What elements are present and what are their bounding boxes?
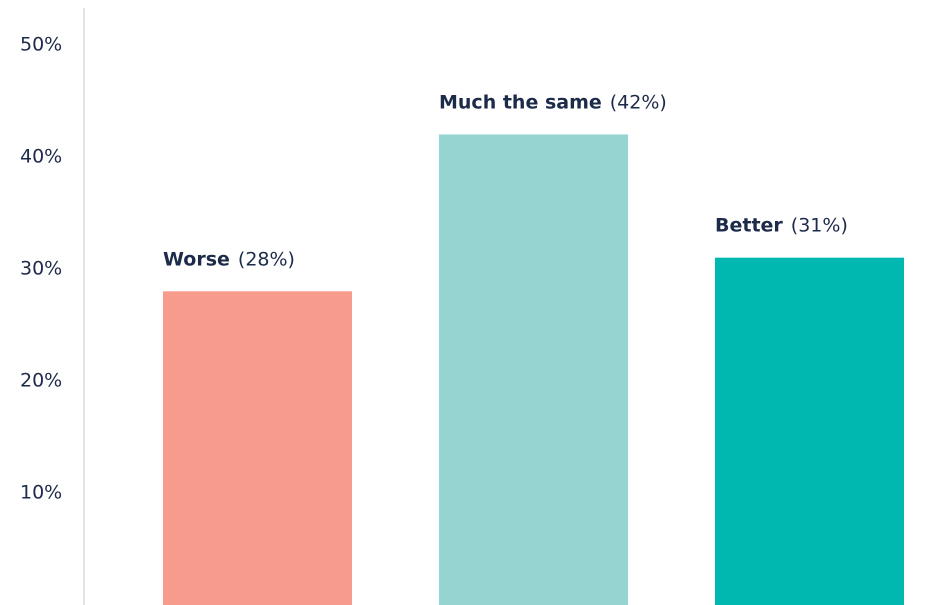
data-label: Better (31%) xyxy=(715,214,848,236)
bar xyxy=(439,134,628,605)
value-label: (31%) xyxy=(791,214,848,236)
bar xyxy=(715,257,904,605)
y-tick-label: 10% xyxy=(20,481,62,503)
y-tick-label: 40% xyxy=(20,145,62,167)
y-tick-label: 30% xyxy=(20,257,62,279)
data-label: Much the same (42%) xyxy=(439,91,667,113)
y-tick-label: 50% xyxy=(20,33,62,55)
category-label: Better xyxy=(715,214,783,236)
data-label: Worse (28%) xyxy=(163,248,295,270)
category-label: Much the same xyxy=(439,91,602,113)
category-label: Worse xyxy=(163,248,230,270)
value-label: (42%) xyxy=(610,91,667,113)
y-tick-label: 20% xyxy=(20,369,62,391)
bar xyxy=(163,291,352,605)
value-label: (28%) xyxy=(238,248,295,270)
